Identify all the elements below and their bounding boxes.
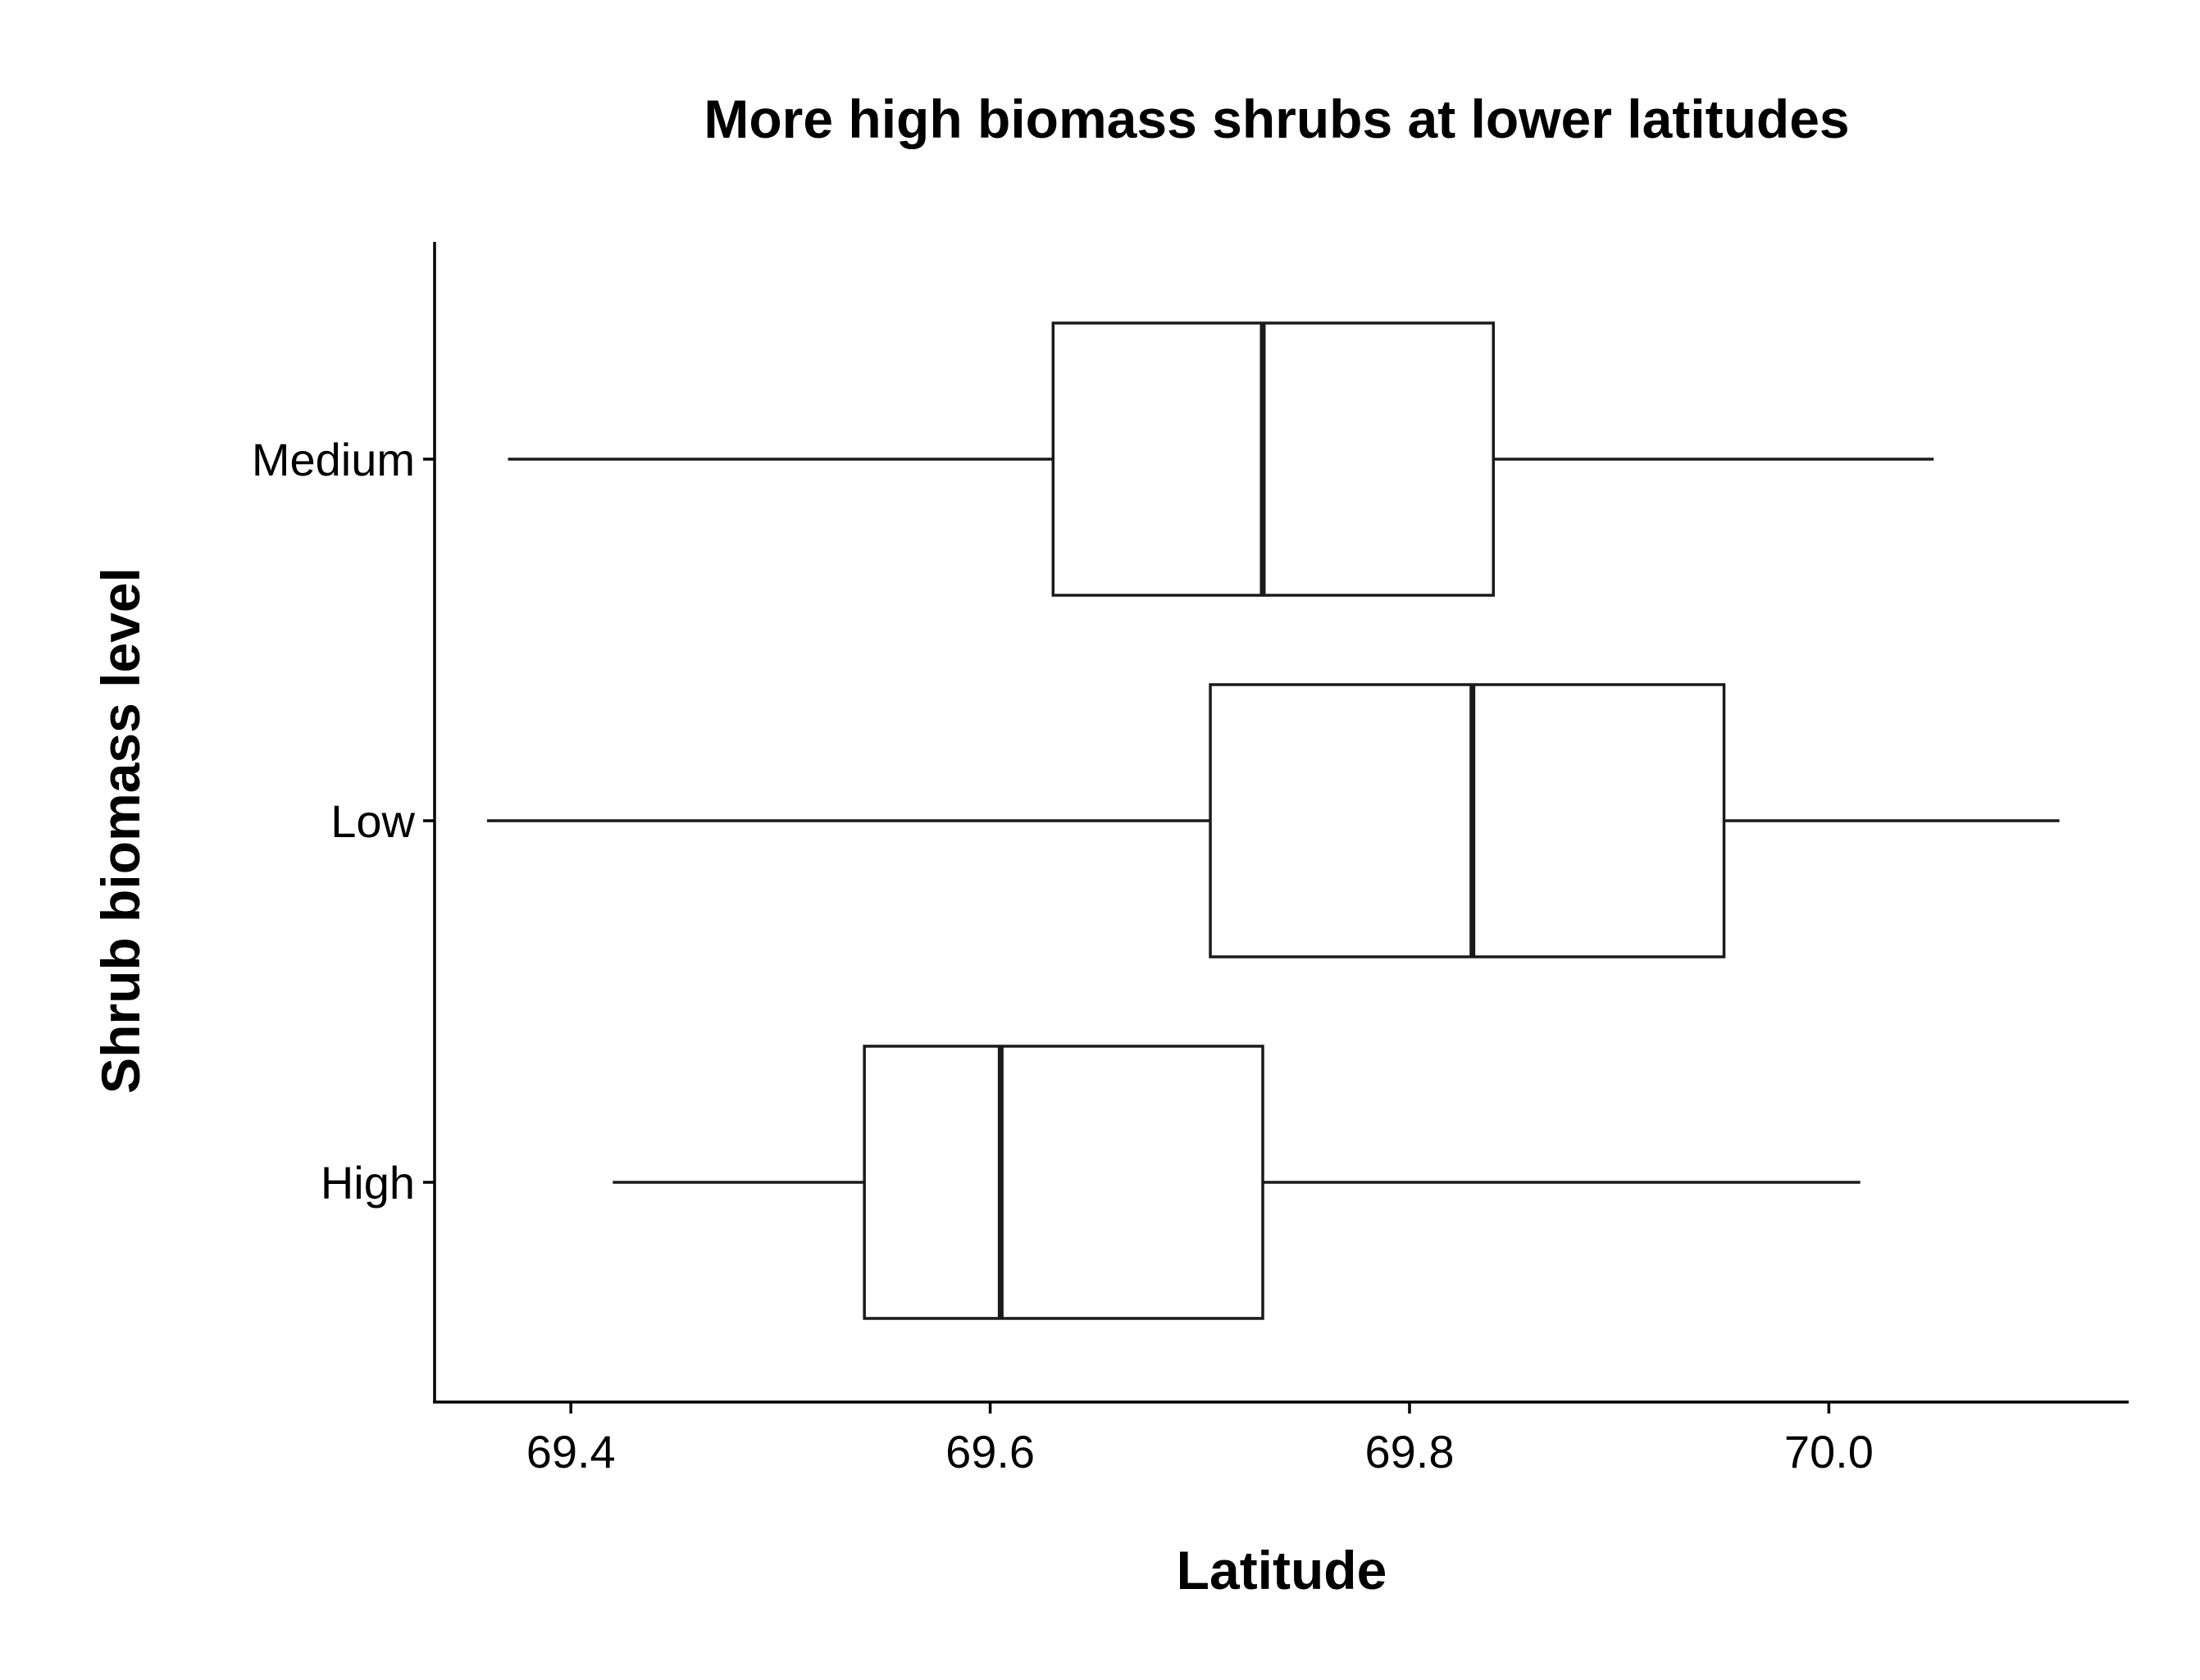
- x-tick-label: 70.0: [1784, 1426, 1874, 1477]
- y-tick-label: High: [321, 1157, 415, 1209]
- y-axis-ticks: High Low Medium: [252, 434, 435, 1209]
- x-axis-title: Latitude: [1177, 1540, 1387, 1600]
- iqr-box-low: [1209, 683, 1726, 958]
- iqr-box-high: [863, 1045, 1264, 1320]
- x-tick-label: 69.6: [945, 1426, 1035, 1477]
- chart-title: More high biomass shrubs at lower latitu…: [704, 89, 1849, 149]
- y-axis-title: Shrub biomass level: [90, 567, 151, 1094]
- box-medium: [508, 321, 1934, 597]
- iqr-box-medium: [1051, 321, 1495, 597]
- y-tick-label: Low: [330, 795, 415, 847]
- x-tick-label: 69.8: [1364, 1426, 1454, 1477]
- x-tick-label: 69.4: [526, 1426, 616, 1477]
- box-high: [613, 1045, 1861, 1320]
- box-plot-area: [486, 321, 2060, 1320]
- y-tick-label: Medium: [252, 434, 415, 485]
- box-low: [486, 683, 2060, 958]
- x-axis-ticks: 69.4 69.6 69.8 70.0: [526, 1402, 1874, 1477]
